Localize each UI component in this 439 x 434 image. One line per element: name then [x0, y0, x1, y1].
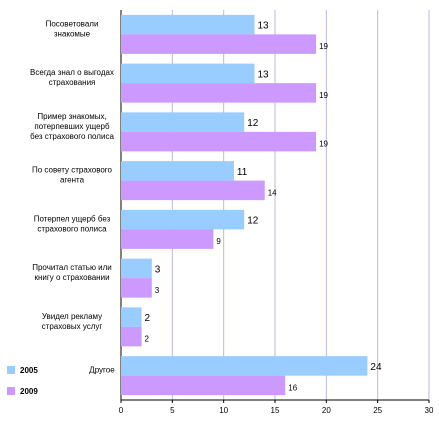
category-label: Посоветовали знакомые	[46, 19, 99, 38]
x-tick-label: 0	[119, 406, 124, 415]
data-label: 2	[145, 313, 151, 324]
data-label: 12	[247, 118, 259, 129]
bar-2005	[121, 161, 234, 181]
bar-2005	[121, 356, 368, 376]
category-label: По совету страхового агента	[32, 166, 113, 185]
legend-label: 2005	[20, 366, 38, 375]
bar-2009	[121, 180, 265, 201]
category-label: Прочитал статью или книгу о страховании	[32, 263, 112, 282]
legend-swatch	[7, 387, 15, 395]
data-label: 13	[257, 69, 269, 80]
x-tick-label: 30	[425, 406, 434, 415]
data-label: 16	[288, 383, 297, 392]
data-label: 19	[319, 140, 328, 149]
data-label: 24	[370, 362, 382, 373]
x-tick-label: 10	[219, 406, 228, 415]
bar-2005	[121, 63, 255, 84]
bar-2009	[121, 34, 317, 54]
data-label: 2	[145, 335, 150, 344]
bars	[121, 14, 368, 396]
bar-2005	[121, 258, 152, 279]
legend-swatch	[7, 366, 15, 374]
data-label: 19	[319, 42, 328, 51]
data-label: 3	[155, 286, 160, 295]
legend-label: 2009	[20, 387, 38, 396]
bar-2005	[121, 112, 245, 132]
category-label: Увидел рекламу страховых услуг	[42, 312, 103, 331]
bar-2009	[121, 326, 142, 347]
legend: 2005 2009	[7, 366, 38, 396]
category-labels: Посоветовали знакомые Всегда знал о выгода…	[30, 19, 115, 374]
bar-2009	[121, 229, 214, 249]
bar-2005	[121, 14, 255, 35]
bar-2005	[121, 307, 142, 327]
bar-2009	[121, 131, 317, 152]
bar-2009	[121, 278, 152, 298]
category-label: Другое	[89, 366, 115, 375]
category-label: Потерпел ущерб без страхового полиса	[34, 214, 111, 233]
data-label: 19	[319, 91, 328, 100]
bar-2009	[121, 375, 286, 396]
x-tick-label: 20	[322, 406, 331, 415]
x-axis: 0 5 10 15 20 25 30	[119, 399, 434, 415]
data-label: 12	[247, 216, 259, 227]
x-tick-label: 15	[271, 406, 280, 415]
bar-2005	[121, 209, 245, 230]
category-label: Пример знакомых, потерпевших ущерб без стр…	[30, 112, 114, 141]
data-label: 13	[257, 21, 269, 32]
data-label: 3	[155, 264, 161, 275]
x-tick-label: 5	[170, 406, 175, 415]
bar-2009	[121, 83, 317, 103]
data-label: 11	[237, 167, 248, 178]
value-labels: 13 19 13 19 12 19 11 14 12 9 3 3 2 2 24 16	[145, 21, 382, 393]
data-label: 9	[216, 237, 221, 246]
x-tick-label: 25	[373, 406, 382, 415]
data-label: 14	[268, 188, 277, 197]
category-label: Всегда знал о выгодах страхования	[30, 68, 114, 87]
